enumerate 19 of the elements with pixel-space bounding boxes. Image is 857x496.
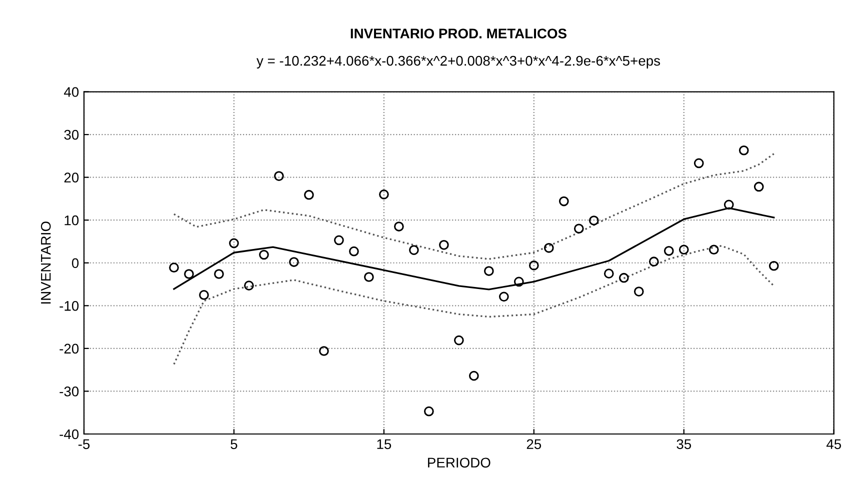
chart-title: INVENTARIO PROD. METALICOS — [350, 28, 566, 38]
y-tick-label: -10 — [60, 300, 79, 311]
x-axis-title: PERIODO — [428, 458, 490, 468]
x-tick-label: 5 — [230, 439, 238, 450]
y-tick-label: 30 — [64, 130, 79, 140]
x-tick-label: 35 — [676, 439, 692, 450]
y-tick-label: 40 — [64, 87, 79, 97]
y-tick-label: 0 — [72, 258, 79, 268]
x-tick-label: -5 — [78, 439, 90, 450]
y-tick-label: -20 — [60, 344, 79, 354]
y-tick-label: -40 — [60, 429, 79, 440]
y-axis-title: INVENTARIO — [40, 222, 51, 304]
y-tick-label: 10 — [64, 215, 79, 226]
y-tick-label: -30 — [60, 386, 79, 396]
y-tick-label: 20 — [64, 172, 79, 182]
chart-subtitle: y = -10.232+4.066*x-0.366*x^2+0.008*x^3+0*x^4-2.9e-6*x^5+eps — [256, 56, 660, 68]
x-tick-label: 25 — [526, 439, 542, 450]
x-tick-label: 15 — [377, 439, 392, 450]
x-tick-label: 45 — [826, 439, 842, 450]
